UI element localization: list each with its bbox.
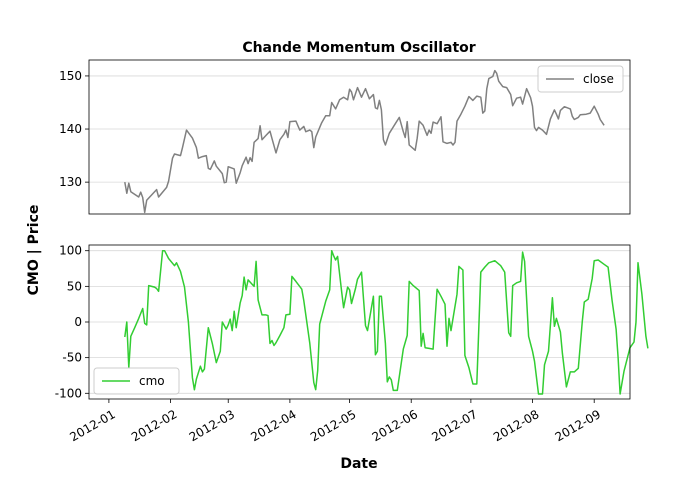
- y-tick-label: -50: [62, 351, 82, 365]
- x-tick-label: 2012-01: [67, 407, 117, 444]
- axes-frame: [88, 59, 631, 215]
- legend-label: cmo: [139, 374, 165, 388]
- price-panel: 130 140 150 close: [59, 59, 631, 215]
- x-tick-label: 2012-09: [553, 407, 603, 444]
- chart-title: Chande Momentum Oscillator: [242, 40, 475, 56]
- series-line-close: [124, 69, 605, 214]
- legend-box: [537, 65, 624, 93]
- y-tick-label: 150: [59, 69, 82, 83]
- series-line-cmo: [124, 249, 649, 395]
- x-tick-label: 2012-05: [308, 407, 358, 444]
- cmo-panel: -100 -50 0 50 100 cmo: [55, 244, 649, 400]
- legend: cmo: [93, 367, 180, 395]
- y-tick-label: 50: [67, 279, 82, 293]
- axes-frame: [88, 244, 631, 400]
- legend: close: [537, 65, 624, 93]
- x-axis: 2012-01 2012-02 2012-03 2012-04 2012-05 2012-…: [67, 399, 603, 444]
- x-tick-label: 2012-04: [248, 407, 298, 444]
- x-tick-label: 2012-03: [187, 407, 237, 444]
- y-axis-label: CMO | Price: [26, 205, 42, 296]
- x-tick-label: 2012-07: [429, 407, 479, 444]
- y-tick-label: 140: [59, 122, 82, 136]
- y-tick-label: 100: [59, 244, 82, 258]
- y-tick-label: 130: [59, 175, 82, 189]
- x-axis-label: Date: [340, 456, 377, 472]
- x-tick-label: 2012-08: [491, 407, 541, 444]
- legend-label: close: [583, 72, 614, 86]
- x-tick-label: 2012-02: [129, 407, 179, 444]
- x-tick-label: 2012-06: [370, 407, 420, 444]
- legend-box: [93, 367, 180, 395]
- y-tick-label: -100: [55, 386, 82, 400]
- y-tick-label: 0: [74, 315, 82, 329]
